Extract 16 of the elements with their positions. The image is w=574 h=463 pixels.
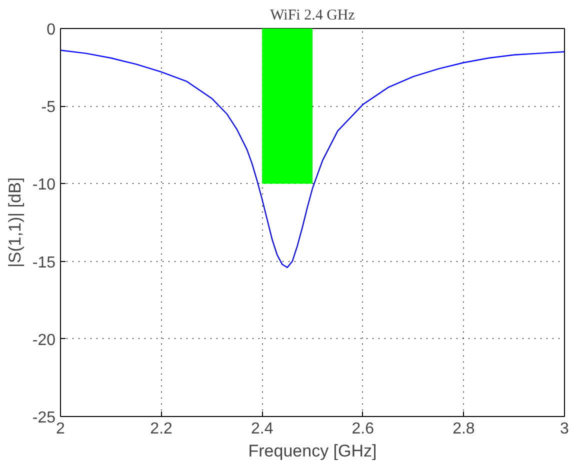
x-tick-label: 2.2 (150, 420, 173, 438)
x-tick-label: 2.8 (452, 420, 475, 438)
y-tick-label: 0 (46, 22, 56, 38)
y-tick-label: -15 (32, 254, 56, 272)
x-tick-label: 2.4 (250, 420, 274, 438)
x-tick-label: 2.6 (352, 420, 374, 438)
y-tick-label: -20 (32, 332, 56, 349)
x-axis-title: Frequency [GHz] (248, 442, 377, 460)
chart-title: WiFi 2.4 GHz (270, 8, 356, 24)
y-tick-label: -10 (32, 176, 56, 194)
y-tick-label: -25 (32, 410, 56, 426)
line-series (60, 50, 564, 268)
x-tick-label: 2 (56, 420, 66, 438)
y-tick-label: -5 (41, 99, 56, 116)
x-tick-label: 3 (560, 420, 570, 438)
y-axis-title: |S(1,1)| [dB] (5, 177, 24, 268)
